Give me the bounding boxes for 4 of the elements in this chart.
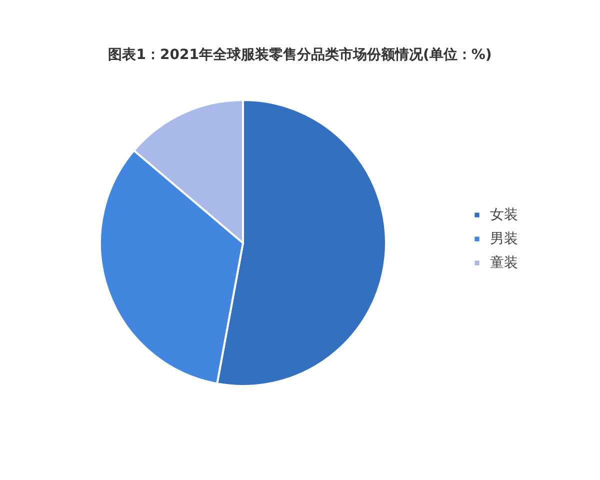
chart-title: 图表1：2021年全球服装零售分品类市场份额情况(单位：%) <box>108 46 492 63</box>
legend-label: 男装 <box>490 231 518 247</box>
legend-label: 童装 <box>490 255 518 271</box>
legend-label: 女装 <box>490 207 518 223</box>
